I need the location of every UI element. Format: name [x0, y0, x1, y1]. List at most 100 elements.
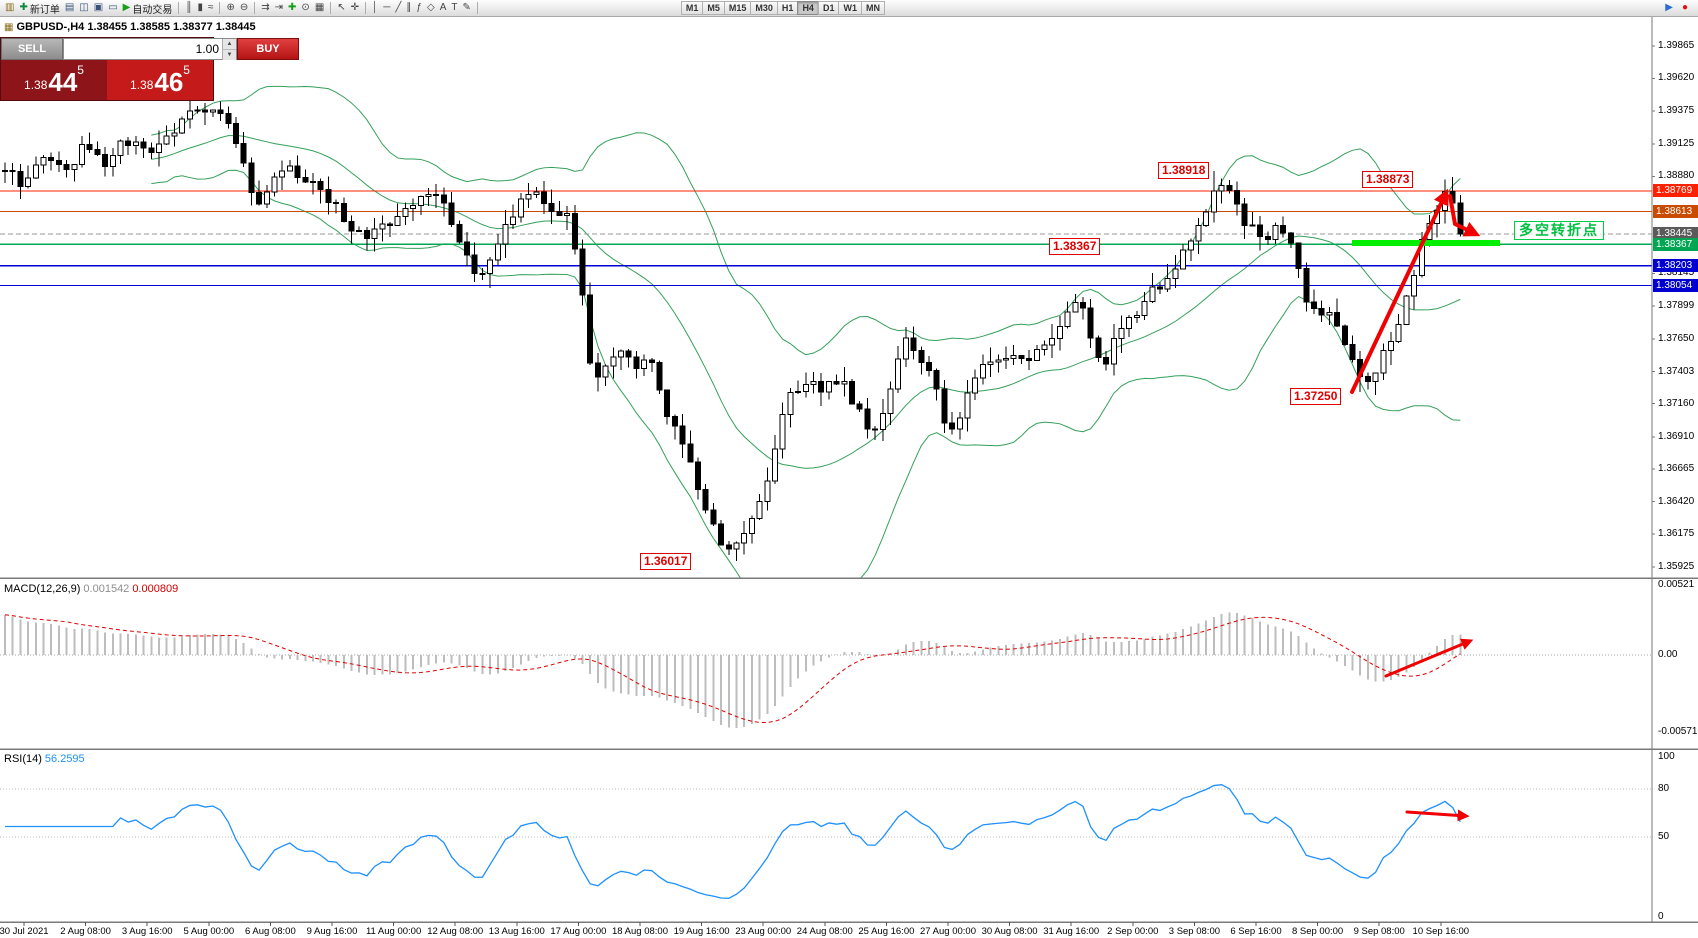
sell-price-display[interactable]: 1.38 44 5	[1, 60, 107, 100]
trade-panel-controls-row: SELL ▲ ▼ BUY	[1, 38, 299, 60]
rsi-name: RSI(14)	[4, 753, 42, 765]
volume-field[interactable]: ▲ ▼	[63, 38, 237, 60]
timeframe-m30-button[interactable]: M30	[750, 1, 778, 15]
macd-indicator-label: MACD(12,26,9) 0.001542 0.000809	[4, 583, 178, 595]
zoom-out-icon: ⊖	[239, 2, 249, 13]
chart-shift-button[interactable]: ⇥	[273, 1, 285, 15]
buy-button[interactable]: BUY	[237, 38, 299, 60]
navigator-button[interactable]: ▣	[92, 1, 105, 15]
text-icon: A	[439, 2, 447, 13]
timeframe-h1-button[interactable]: H1	[776, 1, 799, 15]
buy-price-sup: 5	[183, 63, 190, 77]
rsi-indicator-label: RSI(14) 56.2595	[4, 753, 85, 765]
buy-price-prefix: 1.38	[130, 78, 154, 92]
timeframe-m15-button[interactable]: M15	[723, 1, 752, 15]
symbol-ohlc-header: ▦ GBPUSD-,H4 1.38455 1.38585 1.38377 1.38…	[4, 21, 256, 33]
toolbar-separator	[476, 2, 478, 14]
zoom-in-icon: ⊕	[226, 2, 235, 13]
macd-name: MACD(12,26,9)	[4, 583, 81, 595]
equidistant-channel-icon: ∥	[406, 2, 412, 13]
trendline-icon: ╱	[395, 2, 402, 13]
terminal-button[interactable]: ▭	[106, 1, 119, 15]
text-label-button[interactable]: T	[449, 1, 459, 15]
crosshair-button[interactable]: ✛	[349, 1, 361, 15]
autotrading-button[interactable]: ▶ 自动交易	[121, 1, 175, 16]
trendline-button[interactable]: ╱	[393, 1, 403, 15]
auto-scroll-icon: ⇉	[261, 2, 270, 13]
line-chart-type-button[interactable]: ≈	[206, 1, 216, 15]
rsi-value: 56.2595	[44, 753, 85, 765]
new-order-label: 新订单	[29, 4, 60, 16]
macd-signal-value: 0.000809	[132, 583, 179, 595]
vertical-line-button[interactable]: │	[370, 1, 380, 15]
cursor-button[interactable]: ↖	[335, 1, 347, 15]
zoom-in-button[interactable]: ⊕	[224, 1, 236, 15]
shapes-button[interactable]: ◇	[425, 1, 437, 15]
volume-input[interactable]	[64, 39, 222, 59]
macd-main-value: 0.001542	[83, 583, 130, 595]
periods-button[interactable]: ⊙	[299, 1, 311, 15]
autotrading-label: 自动交易	[132, 4, 173, 16]
indicators-icon: ✚	[288, 2, 297, 13]
chart-symbol-icon: ▦	[4, 22, 14, 33]
equidistant-channel-button[interactable]: ∥	[404, 1, 413, 15]
trade-panel-prices-row: 1.38 44 5 1.38 46 5	[1, 60, 213, 100]
templates-icon: ▦	[314, 2, 325, 13]
new-order-button[interactable]: ✚ 新订单	[17, 1, 61, 16]
horizontal-line-button[interactable]: ─	[381, 1, 392, 15]
arrows-tool-button[interactable]: ✎	[460, 1, 472, 15]
timeframe-toolbar: M1 M5 M15 M30 H1 H4 D1 W1 MN	[680, 1, 885, 15]
sell-button[interactable]: SELL	[1, 38, 63, 60]
one-click-trade-panel: SELL ▲ ▼ BUY 1.38 44 5 1.38 46 5	[0, 37, 299, 101]
status-record-icon: ●	[1681, 2, 1688, 13]
chart-shift-icon: ⇥	[274, 2, 284, 13]
text-button[interactable]: A	[438, 1, 449, 15]
horizontal-line-icon: ─	[383, 2, 391, 13]
timeframe-m1-button[interactable]: M1	[680, 1, 704, 15]
market-watch-icon: ▤	[64, 2, 75, 13]
sell-price-big: 44	[48, 67, 78, 97]
toolbar-separator	[365, 2, 367, 14]
line-chart-type-icon: ≈	[207, 2, 214, 13]
auto-scroll-button[interactable]: ⇉	[259, 1, 271, 15]
bar-chart-type-button[interactable]: ║	[183, 1, 194, 15]
autotrading-icon: ▶	[122, 2, 131, 13]
indicators-button[interactable]: ✚	[286, 1, 298, 15]
buy-price-big: 46	[154, 67, 184, 97]
volume-decrease-button[interactable]: ▼	[222, 50, 236, 60]
new-order-icon: ✚	[19, 2, 28, 13]
buy-price-display[interactable]: 1.38 46 5	[107, 60, 213, 100]
periods-icon: ⊙	[301, 2, 310, 13]
chart-forward-button[interactable]: ▶	[1663, 1, 1675, 15]
data-window-button[interactable]: ◫	[77, 1, 90, 15]
turning-point-annotation: 多空转折点	[1514, 221, 1604, 240]
status-record-button[interactable]: ●	[1680, 1, 1690, 15]
fibonacci-button[interactable]: ƒ	[414, 1, 424, 15]
fibonacci-icon: ƒ	[416, 2, 422, 13]
timeframe-m5-button[interactable]: M5	[702, 1, 725, 15]
timeframe-w1-button[interactable]: W1	[838, 1, 862, 15]
volume-increase-button[interactable]: ▲	[222, 39, 236, 50]
navigator-icon: ▣	[93, 2, 104, 13]
timeframe-mn-button[interactable]: MN	[860, 1, 885, 15]
timeframe-h4-button[interactable]: H4	[797, 1, 819, 15]
cursor-icon: ↖	[337, 2, 346, 13]
sell-price-prefix: 1.38	[24, 78, 48, 92]
vertical-line-icon: │	[372, 2, 379, 13]
market-watch-button[interactable]: ▤	[63, 1, 76, 15]
volume-spinner[interactable]: ▲ ▼	[222, 39, 236, 60]
chart-window-button[interactable]: ▥	[3, 1, 16, 15]
sell-price-sup: 5	[77, 63, 84, 77]
templates-button[interactable]: ▦	[313, 1, 326, 15]
candlestick-chart-type-button[interactable]: ▮	[195, 1, 205, 15]
bar-chart-type-icon: ║	[185, 2, 193, 13]
toolbar-separator	[219, 2, 221, 14]
shapes-icon: ◇	[426, 2, 435, 13]
timeframe-d1-button[interactable]: D1	[817, 1, 840, 15]
candlestick-chart-type-icon: ▮	[197, 2, 203, 13]
zoom-out-button[interactable]: ⊖	[238, 1, 250, 15]
toolbar-separator	[330, 2, 332, 14]
chart-window-icon: ▥	[5, 2, 15, 13]
